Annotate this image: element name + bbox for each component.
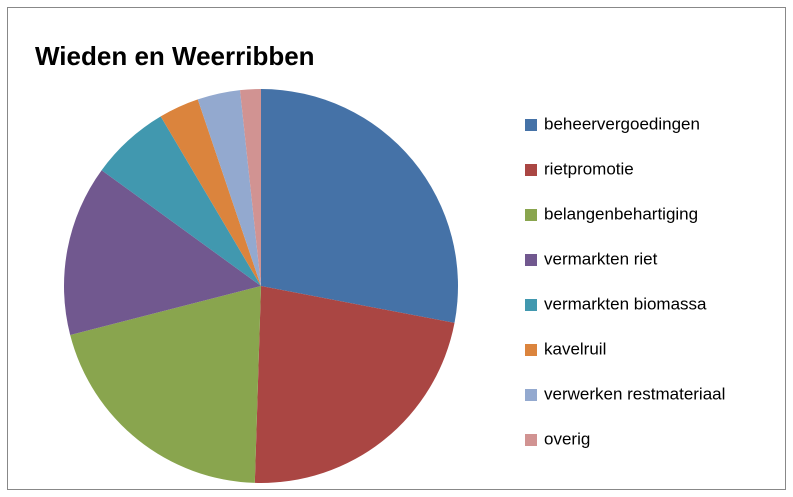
legend-swatch bbox=[525, 434, 537, 446]
pie-slice bbox=[101, 116, 261, 286]
pie-slice bbox=[197, 90, 261, 286]
legend-swatch bbox=[525, 164, 537, 176]
legend-swatch bbox=[525, 389, 537, 401]
pie-slice bbox=[239, 89, 261, 286]
legend-swatch bbox=[525, 299, 537, 311]
legend-swatch bbox=[525, 119, 537, 131]
legend-label: verwerken restmateriaal bbox=[544, 384, 725, 403]
pie-slice bbox=[64, 170, 261, 335]
legend-label: beheervergoedingen bbox=[544, 114, 700, 133]
pie-slice bbox=[160, 99, 261, 286]
legend-label: kavelruil bbox=[544, 339, 606, 358]
legend-swatch bbox=[525, 344, 537, 356]
legend-label: overig bbox=[544, 429, 590, 448]
legend-label: vermarkten biomassa bbox=[544, 294, 707, 313]
legend-swatch bbox=[525, 209, 537, 221]
pie-slice bbox=[261, 89, 458, 323]
legend-swatch bbox=[525, 254, 537, 266]
legend-label: rietpromotie bbox=[544, 159, 634, 178]
pie-slice bbox=[254, 286, 455, 484]
legend-label: vermarkten riet bbox=[544, 249, 658, 268]
chart-title: Wieden en Weerribben bbox=[35, 41, 315, 71]
pie-slice bbox=[70, 286, 261, 483]
legend-label: belangenbehartiging bbox=[544, 204, 698, 223]
